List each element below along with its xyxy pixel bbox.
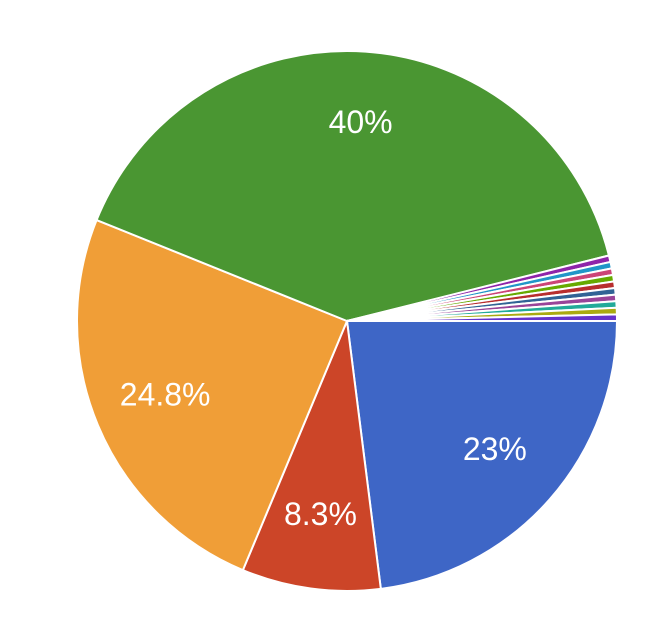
pie-slice	[345, 320, 619, 590]
slice-label: 40%	[329, 104, 393, 140]
pie-slice	[76, 218, 349, 572]
pie-slice	[346, 313, 619, 322]
pie-slice	[241, 317, 382, 592]
pie-slice	[95, 50, 611, 323]
slice-label: 24.8%	[120, 376, 211, 412]
slice-label: 8.3%	[284, 496, 357, 532]
slice-label: 23%	[463, 431, 527, 467]
